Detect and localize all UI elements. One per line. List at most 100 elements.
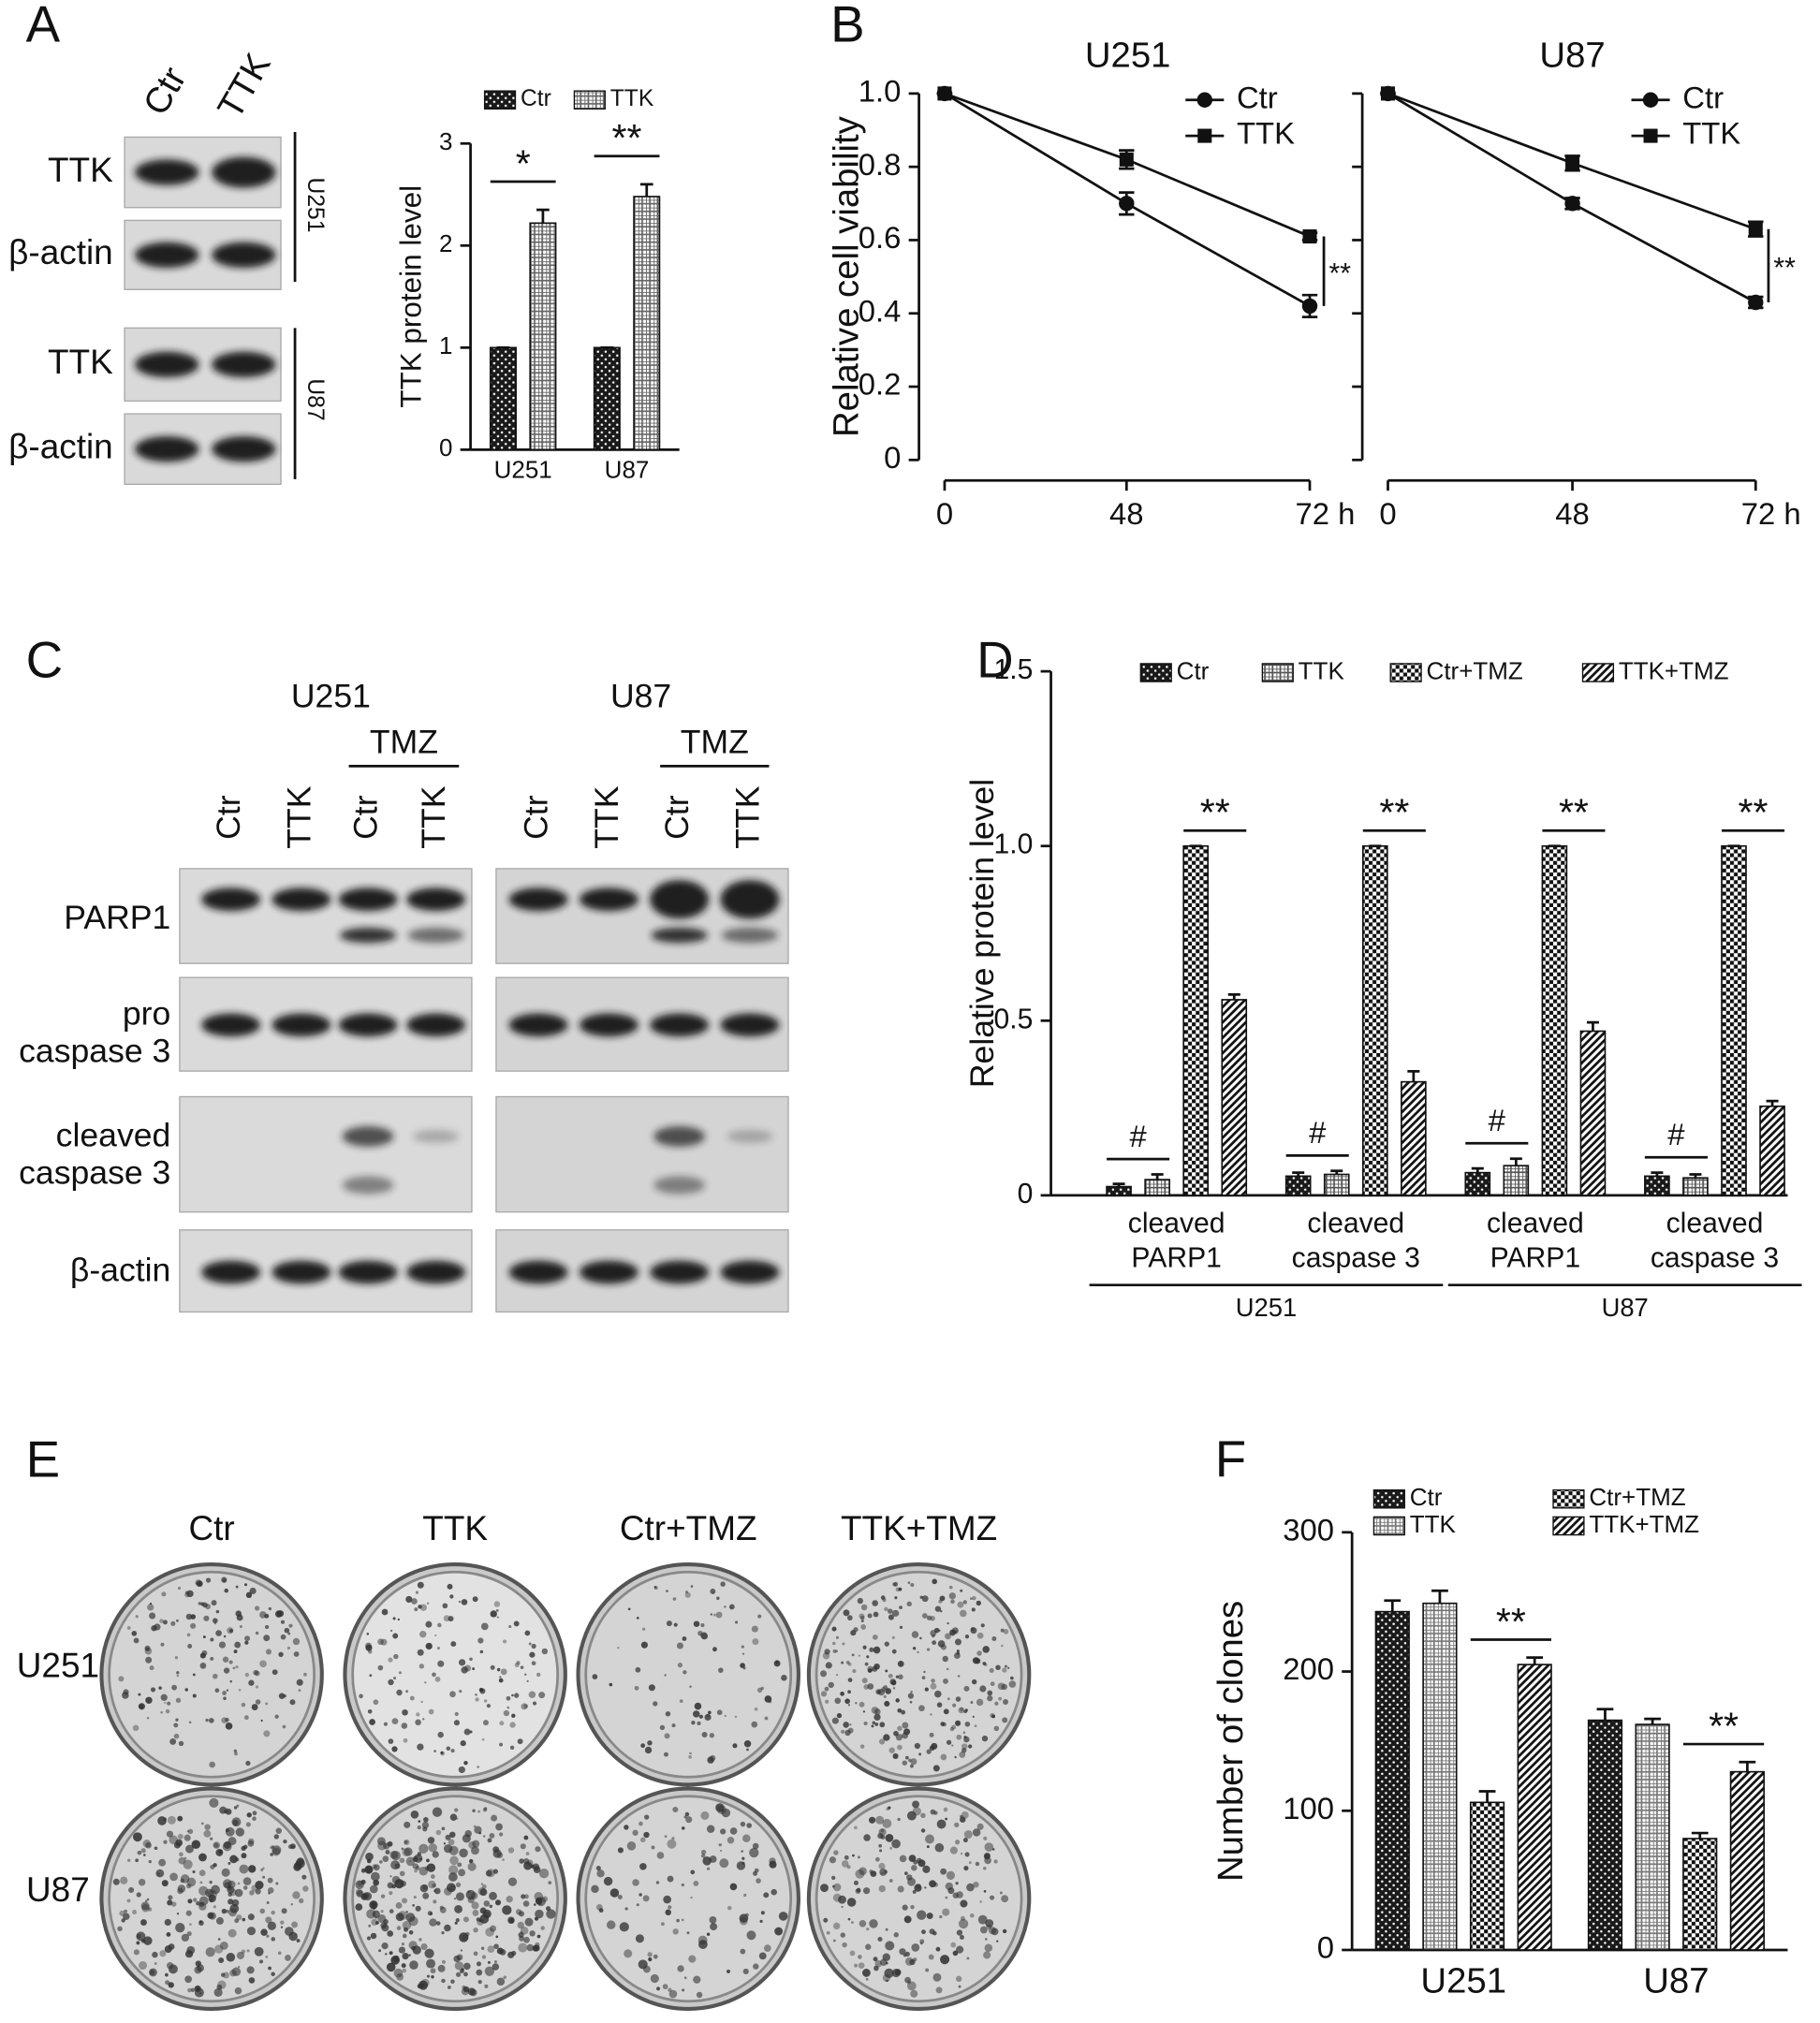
colony: [296, 1939, 301, 1943]
colony: [245, 1822, 251, 1827]
colony: [847, 1917, 851, 1921]
colony: [907, 1693, 915, 1699]
colony: [418, 1605, 422, 1609]
colony: [478, 1831, 482, 1835]
colony: [396, 1689, 403, 1696]
colony: [263, 1730, 271, 1737]
plate-inner: [351, 1570, 560, 1779]
colony: [1001, 1644, 1004, 1648]
legend-marker: [1197, 128, 1212, 143]
colony: [280, 1620, 286, 1624]
colony: [491, 1814, 498, 1822]
colony: [489, 1904, 493, 1909]
colony: [198, 1853, 207, 1862]
colony: [693, 1975, 701, 1984]
colony: [592, 1674, 598, 1679]
colony: [225, 1808, 232, 1815]
colony: [362, 1892, 370, 1899]
colony: [869, 1647, 874, 1652]
colony: [867, 1683, 874, 1690]
colony: [636, 1903, 639, 1907]
colony: [721, 1808, 731, 1818]
colony: [929, 1880, 936, 1888]
band: [342, 1125, 394, 1147]
colony: [666, 1620, 672, 1627]
colony: [930, 1809, 936, 1815]
colony: [449, 1691, 456, 1698]
colony: [664, 1752, 668, 1757]
colony: [686, 1931, 690, 1935]
x-tick-label: 48: [1555, 496, 1590, 531]
lane-label: Ctr: [518, 795, 555, 840]
colony: [243, 1715, 249, 1721]
colony: [756, 1878, 761, 1884]
colony: [683, 1976, 687, 1980]
error-bar: [1112, 1182, 1125, 1187]
colony: [920, 1812, 926, 1819]
colony: [938, 1629, 941, 1632]
colony: [289, 1699, 296, 1706]
colony: [650, 1973, 659, 1984]
colony: [690, 1896, 693, 1899]
colony: [959, 1816, 966, 1823]
colony: [472, 1910, 479, 1916]
colony: [986, 1924, 992, 1930]
colony: [742, 1834, 751, 1842]
colony: [458, 1869, 466, 1877]
colony: [499, 1676, 502, 1679]
colony: [175, 1718, 179, 1722]
colony: [984, 1943, 993, 1952]
colony: [758, 1952, 767, 1960]
colony: [213, 1618, 218, 1624]
colony: [507, 1847, 515, 1854]
colony: [495, 1823, 503, 1831]
colony: [454, 1921, 458, 1925]
colony: [132, 1832, 142, 1842]
band: [406, 1260, 466, 1284]
colony: [991, 1928, 999, 1936]
colony: [752, 1638, 759, 1646]
colony: [465, 1931, 470, 1937]
colony: [868, 1816, 876, 1824]
colony: [274, 1714, 279, 1719]
colony: [825, 1699, 829, 1704]
band: [579, 1260, 638, 1284]
colony: [449, 1594, 454, 1599]
colony: [909, 1700, 913, 1704]
colony: [275, 1882, 279, 1885]
colony: [957, 1675, 961, 1678]
colony: [427, 1911, 433, 1916]
colony: [436, 1647, 441, 1650]
colony: [447, 1883, 456, 1893]
colony: [408, 1954, 411, 1957]
column-label: Ctr+TMZ: [620, 1509, 757, 1547]
colony: [961, 1748, 967, 1753]
colony: [727, 1905, 732, 1911]
colony: [881, 1871, 884, 1875]
colony: [302, 1885, 309, 1892]
colony: [918, 1752, 922, 1756]
colony: [860, 1624, 867, 1630]
colony: [1002, 1717, 1008, 1723]
colony: [523, 1936, 530, 1943]
bar: [1182, 844, 1210, 1196]
colony: [932, 1578, 938, 1585]
band: [406, 1013, 466, 1037]
colony: [169, 1872, 179, 1882]
colony: [617, 1894, 623, 1900]
colony: [265, 1625, 270, 1630]
colony: [247, 1913, 255, 1921]
colony: [921, 1595, 929, 1603]
significance-label: #: [1667, 1117, 1685, 1151]
band: [212, 242, 276, 269]
colony: [405, 1911, 408, 1913]
colony: [513, 1620, 520, 1627]
colony: [878, 1738, 886, 1745]
colony: [956, 1734, 962, 1740]
colony: [502, 1905, 512, 1915]
plate-inner: [584, 1570, 793, 1779]
colony: [165, 1972, 169, 1977]
colony: [255, 1685, 259, 1689]
colony: [911, 1943, 920, 1952]
colony: [971, 1607, 976, 1612]
